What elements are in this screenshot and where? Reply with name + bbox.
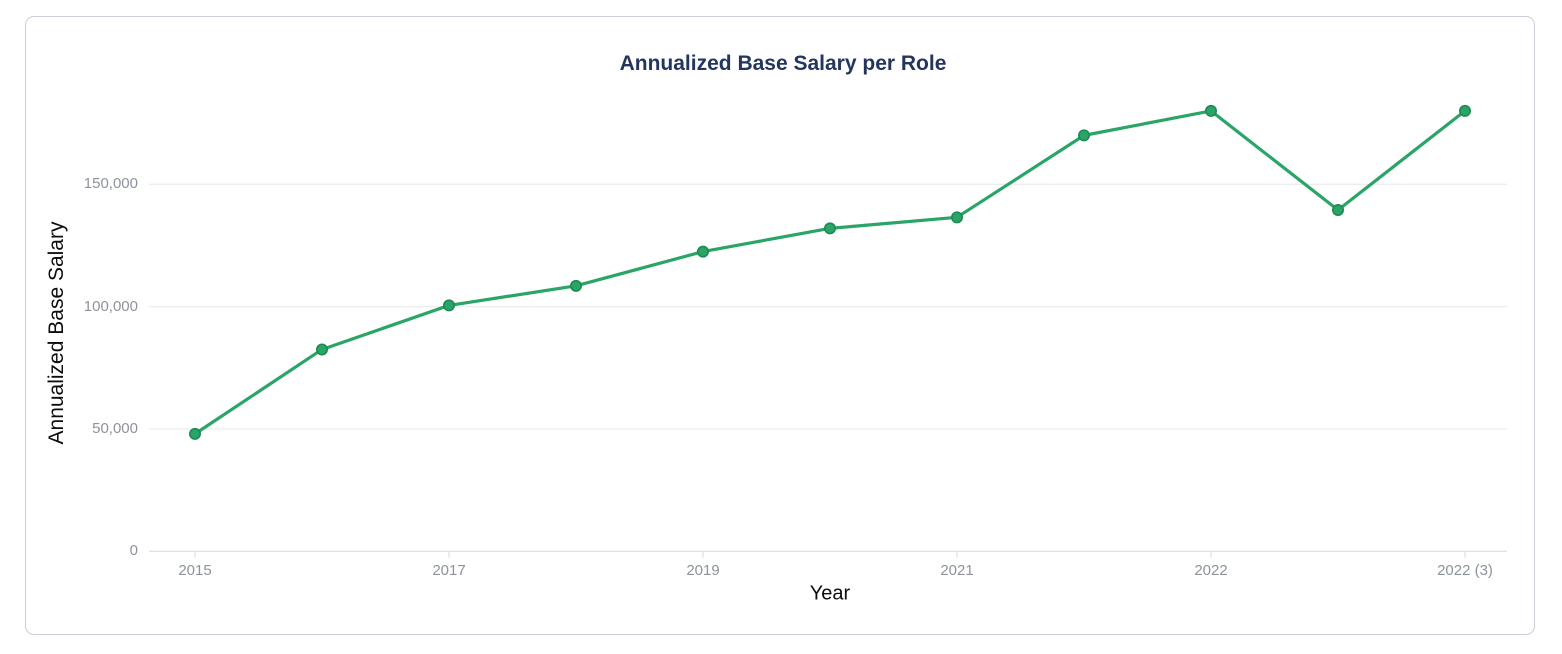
x-tick-label: 2021: [940, 562, 974, 579]
data-point[interactable]: [1205, 104, 1218, 117]
y-tick-label: 50,000: [92, 419, 138, 437]
data-point[interactable]: [442, 299, 455, 312]
chart-card: [25, 16, 1535, 635]
x-tick-label: 2019: [686, 562, 720, 579]
y-tick-label: 0: [129, 542, 138, 560]
x-tick-label: 2015: [178, 562, 212, 579]
x-tick-label: 2022: [1194, 562, 1228, 579]
data-point[interactable]: [189, 427, 202, 440]
x-axis-title: Year: [809, 582, 851, 605]
x-tick-label: 2017: [432, 562, 466, 579]
data-point[interactable]: [1078, 129, 1091, 142]
y-tick-label: 100,000: [83, 297, 138, 315]
x-tick-label: 2022 (3): [1437, 562, 1493, 579]
data-point[interactable]: [315, 343, 328, 356]
data-point[interactable]: [569, 279, 582, 292]
chart-title: Annualized Base Salary per Role: [619, 52, 947, 75]
y-tick-label: 150,000: [83, 175, 138, 193]
data-point[interactable]: [1332, 203, 1345, 216]
data-point[interactable]: [950, 211, 963, 224]
data-point[interactable]: [1459, 104, 1472, 117]
data-point[interactable]: [696, 245, 709, 258]
salary-series-line: [193, 109, 1467, 436]
data-point[interactable]: [823, 222, 836, 235]
